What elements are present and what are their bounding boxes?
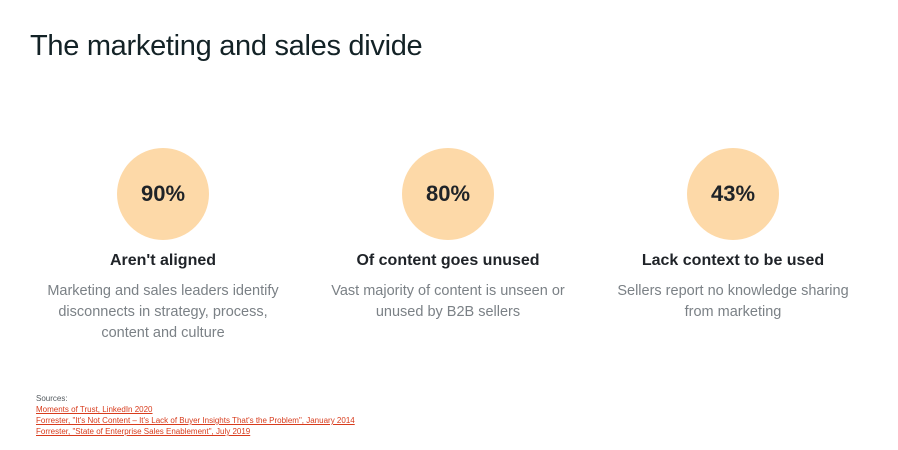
stat-heading: Aren't aligned [109,252,217,269]
slide-title: The marketing and sales divide [30,30,423,62]
stat-heading: Of content goes unused [356,252,540,269]
stats-row: 90% Aren't aligned Marketing and sales l… [0,148,898,348]
source-link-linkedin[interactable]: Moments of Trust, LinkedIn 2020 [36,405,153,414]
stat-heading: Lack context to be used [641,252,825,269]
stat-value-circle: 80% [402,148,494,240]
sources-block: Sources: Moments of Trust, LinkedIn 2020… [36,393,355,437]
stat-description: Marketing and sales leaders identify dis… [47,283,279,341]
stat-lack-context: 43% Lack context to be used Sellers repo… [603,148,863,323]
sources-label: Sources: [36,394,68,403]
stat-aligned: 90% Aren't aligned Marketing and sales l… [33,148,293,344]
stat-value-circle: 43% [687,148,779,240]
stat-content-unused: 80% Of content goes unused Vast majority… [318,148,578,323]
source-link-forrester-2019[interactable]: Forrester, "State of Enterprise Sales En… [36,427,251,436]
stat-description: Sellers report no knowledge sharing from… [617,283,849,320]
stat-value-circle: 90% [117,148,209,240]
stat-description: Vast majority of content is unseen or un… [331,283,565,320]
source-link-forrester-2014[interactable]: Forrester, "It's Not Content – It's Lack… [36,416,355,425]
